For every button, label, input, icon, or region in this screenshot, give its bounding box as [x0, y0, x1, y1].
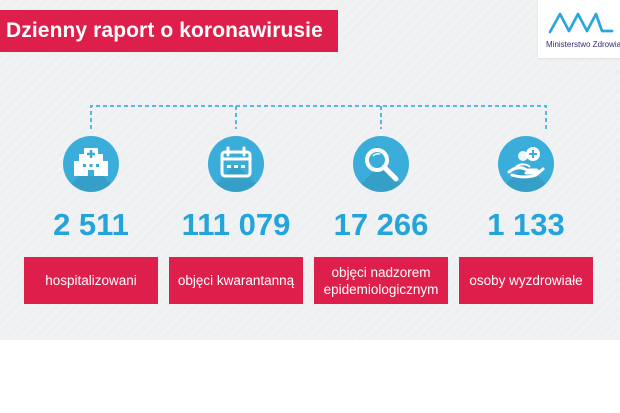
- calendar-icon-circle: [208, 136, 264, 192]
- recovered-label: osoby wyzdrowiałe: [459, 257, 593, 304]
- supervision-label: objęci nadzorem epidemiologicznym: [314, 257, 448, 304]
- hospitalized-count: 2 511: [53, 207, 129, 242]
- hospital-icon-circle: [63, 136, 119, 192]
- page-title: Dzienny raport o koronawirusie: [6, 19, 323, 42]
- supervision-count: 17 266: [333, 207, 429, 242]
- stat-quarantine: 111 079 objęci kwarantanną: [163, 118, 309, 308]
- stat-recovered: 1 133 osoby wyzdrowiałe: [453, 118, 599, 308]
- ministry-logo: Ministerstwo Zdrowia: [538, 0, 620, 58]
- hand-care-icon: [507, 147, 545, 179]
- magnifier-icon-circle: [353, 136, 409, 192]
- page-title-banner: Dzienny raport o koronawirusie: [0, 10, 338, 52]
- recovered-count: 1 133: [487, 207, 565, 242]
- quarantine-label: objęci kwarantanną: [169, 257, 303, 304]
- quarantine-count: 111 079: [181, 207, 291, 242]
- ministry-logo-mark-icon: [548, 12, 614, 34]
- ministry-logo-text: Ministerstwo Zdrowia: [546, 40, 620, 49]
- stat-epidemiological-supervision: 17 266 objęci nadzorem epidemiologicznym: [308, 118, 454, 308]
- hospitalized-label: hospitalizowani: [24, 257, 158, 304]
- hand-care-icon-circle: [498, 136, 554, 192]
- calendar-icon: [220, 146, 252, 178]
- report-panel: Dzienny raport o koronawirusie Ministers…: [0, 0, 620, 340]
- magnifier-icon: [365, 148, 399, 182]
- stat-hospitalized: 2 511 hospitalizowani: [18, 118, 164, 308]
- hospital-icon: [74, 148, 108, 176]
